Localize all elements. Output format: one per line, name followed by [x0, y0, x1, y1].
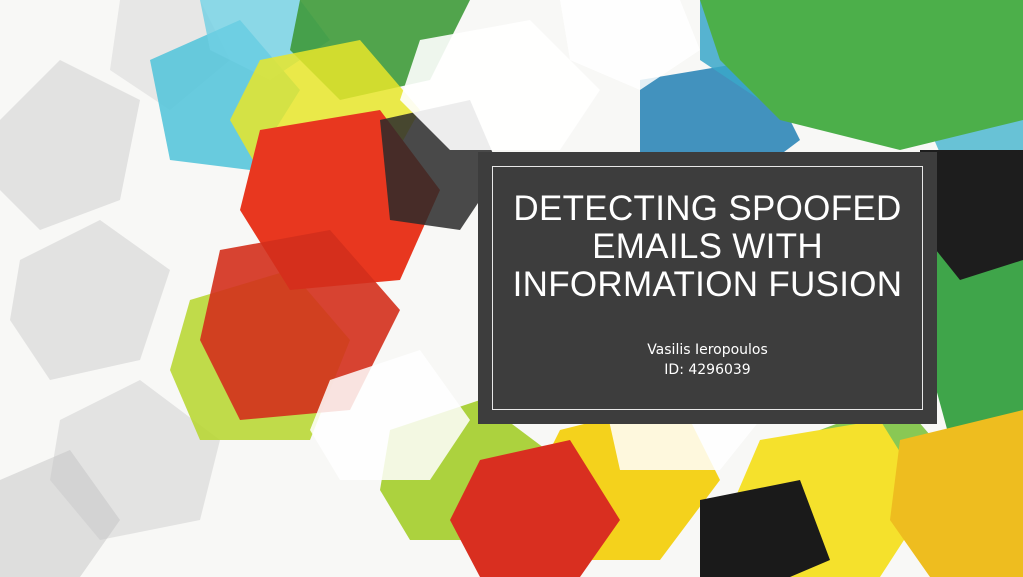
title-frame — [492, 166, 923, 410]
subtitle: Vasilis Ieropoulos ID: 4296039 — [498, 340, 917, 380]
student-id: ID: 4296039 — [664, 362, 751, 378]
title-box: DETECTING SPOOFED EMAILS WITH INFORMATIO… — [478, 152, 937, 424]
author-name: Vasilis Ieropoulos — [647, 342, 768, 358]
slide-title: DETECTING SPOOFED EMAILS WITH INFORMATIO… — [512, 189, 903, 304]
